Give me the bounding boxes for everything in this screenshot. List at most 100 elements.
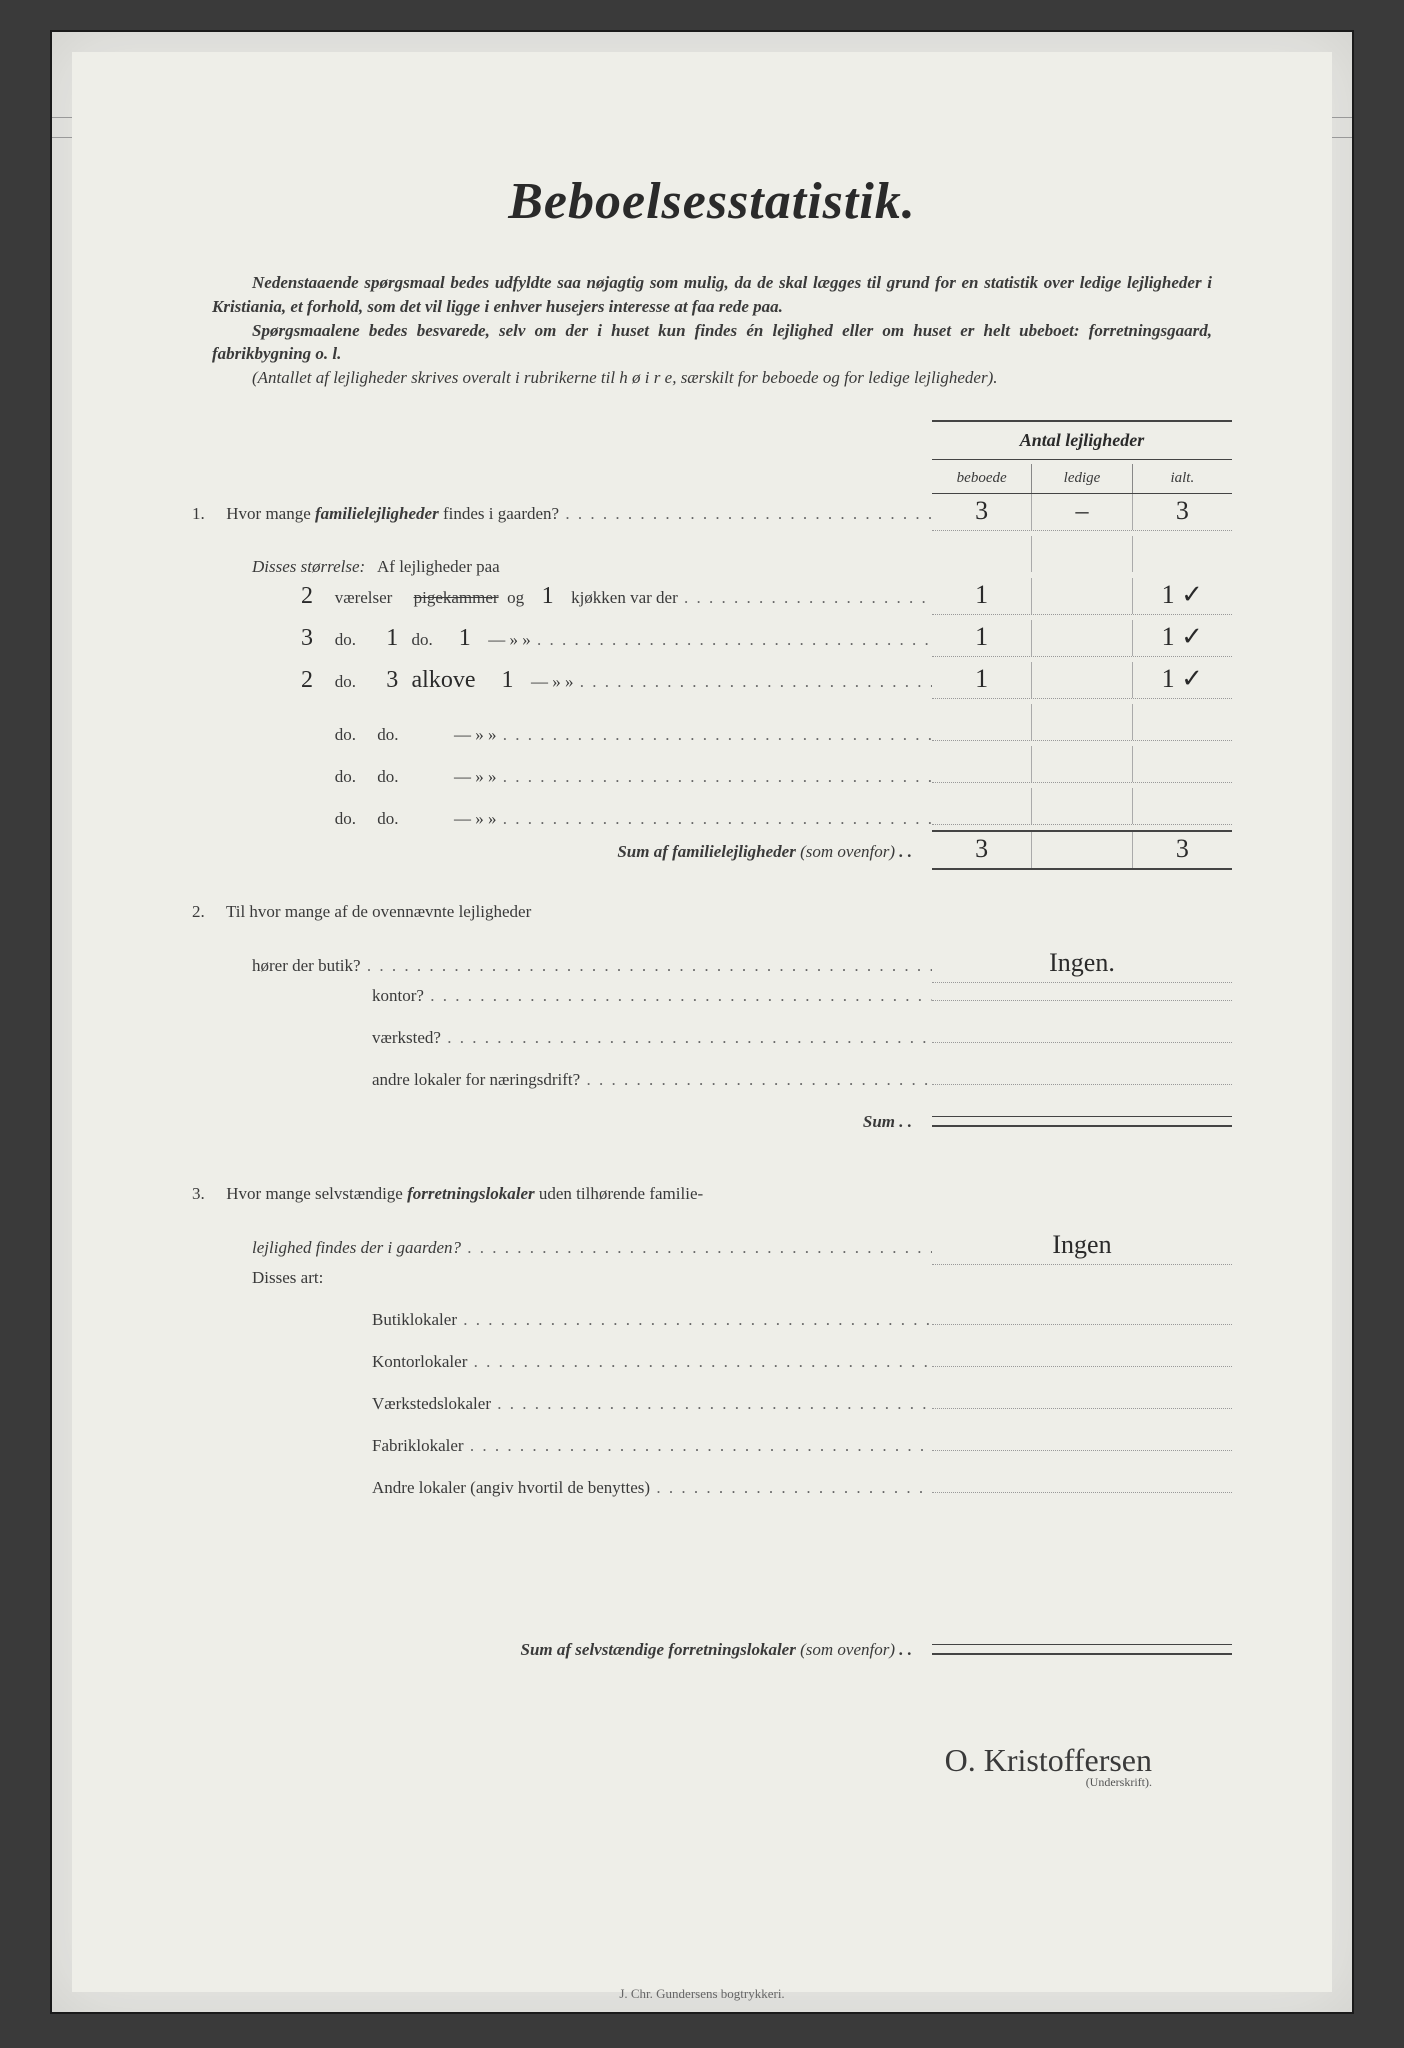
row-beboede: 1 bbox=[932, 662, 1031, 698]
kjokken-label: kjøkken var der bbox=[571, 588, 678, 607]
q2-row-label: værksted? bbox=[372, 1028, 441, 1047]
intro-p1: Nedenstaaende spørgsmaal bedes udfyldte … bbox=[212, 273, 1212, 316]
q3-row-label: Fabriklokaler bbox=[372, 1436, 464, 1455]
q3-row-val bbox=[932, 1484, 1232, 1493]
q2-sum-label: Sum bbox=[863, 1112, 895, 1131]
row-beboede: 1 bbox=[932, 578, 1031, 614]
q3-disses-label: Disses art: bbox=[252, 1268, 323, 1287]
q1-text-b: familielejligheder bbox=[315, 504, 439, 523]
q2-row-label: andre lokaler for næringsdrift? bbox=[372, 1070, 580, 1089]
q1-detail-row: 2 værelser pigekammer og 1 kjøkken var d… bbox=[192, 578, 1232, 620]
document-page: Beboelsesstatistik. Nedenstaaende spørgs… bbox=[72, 52, 1332, 1992]
q3-row-label: Butiklokaler bbox=[372, 1310, 457, 1329]
kjokken-label: — » » bbox=[531, 672, 574, 691]
q1-ialt: 3 bbox=[1132, 494, 1232, 530]
q3-line2: lejlighed findes der i gaarden? Ingen bbox=[192, 1226, 1232, 1268]
printer-line: J. Chr. Gundersens bogtrykkeri. bbox=[52, 1986, 1352, 2002]
q2-row: værksted? bbox=[192, 1028, 1232, 1070]
pigekammer: 3 alkove bbox=[377, 672, 475, 691]
row-ledige bbox=[1031, 662, 1131, 698]
row-beboede bbox=[932, 788, 1031, 824]
vaerelser-label: do. bbox=[335, 809, 356, 828]
q1-detail-row: do. do. — » » bbox=[192, 704, 1232, 746]
q3-row-label: Værkstedslokaler bbox=[372, 1394, 491, 1413]
q3-row-label: Kontorlokaler bbox=[372, 1352, 467, 1371]
q2-row-label: hører der butik? bbox=[252, 956, 361, 975]
row-ledige bbox=[1031, 578, 1131, 614]
q3-row-val bbox=[932, 1316, 1232, 1325]
row-ialt bbox=[1132, 788, 1232, 824]
row-ialt bbox=[1132, 746, 1232, 782]
q3-sum-note: (som ovenfor) bbox=[800, 1640, 895, 1659]
pigekammer: do. bbox=[377, 809, 398, 828]
q1-ledige: – bbox=[1031, 494, 1131, 530]
row-beboede bbox=[932, 746, 1031, 782]
kjokken-label: — » » bbox=[454, 767, 497, 786]
q3-row: Andre lokaler (angiv hvortil de benyttes… bbox=[192, 1478, 1232, 1520]
q2-row-label: kontor? bbox=[372, 986, 424, 1005]
q3-row: Butiklokaler bbox=[192, 1310, 1232, 1352]
q3-num: 3. bbox=[192, 1184, 222, 1204]
q3-text-a: Hvor mange selvstændige bbox=[226, 1184, 407, 1203]
antal-header: Antal lejligheder bbox=[932, 420, 1232, 460]
scan-frame: Beboelsesstatistik. Nedenstaaende spørgs… bbox=[50, 30, 1354, 2014]
q2-sum: Sum . . bbox=[192, 1112, 1232, 1154]
kjokken-count: 1 bbox=[492, 667, 522, 694]
q2-row-val bbox=[932, 1034, 1232, 1043]
row-ledige bbox=[1031, 746, 1131, 782]
q3-val: Ingen bbox=[932, 1226, 1232, 1265]
row-beboede: 1 bbox=[932, 620, 1031, 656]
intro-p2: Spørgsmaalene bedes besvarede, selv om d… bbox=[212, 321, 1212, 364]
kjokken-count: 1 bbox=[533, 583, 563, 610]
q3-row-val bbox=[932, 1358, 1232, 1367]
col-ledige: ledige bbox=[1031, 464, 1131, 493]
q3-row-val bbox=[932, 1400, 1232, 1409]
row-ialt: 1 ✓ bbox=[1132, 662, 1232, 698]
q1-detail-row: 3 do. 1 do. 1 — » » 1 1 ✓ bbox=[192, 620, 1232, 662]
q2-line: 2. Til hvor mange af de ovennævnte lejli… bbox=[192, 902, 1232, 944]
og: og bbox=[507, 588, 524, 607]
q3-text-b: forretningslokaler bbox=[407, 1184, 535, 1203]
signature: O. Kristoffersen bbox=[192, 1742, 1152, 1779]
row-ledige bbox=[1031, 704, 1131, 740]
vaerelser-label: do. bbox=[335, 725, 356, 744]
q2-row: kontor? bbox=[192, 986, 1232, 1028]
pigekammer: do. bbox=[377, 767, 398, 786]
page-title: Beboelsesstatistik. bbox=[192, 172, 1232, 231]
q2-row: hører der butik? Ingen. bbox=[192, 944, 1232, 986]
disses-label: Disses størrelse: bbox=[252, 557, 365, 576]
q1-text-a: Hvor mange bbox=[226, 504, 315, 523]
table-subheader: beboede ledige ialt. bbox=[192, 464, 1232, 494]
q3-row: Værkstedslokaler bbox=[192, 1394, 1232, 1436]
q3-row: Kontorlokaler bbox=[192, 1352, 1232, 1394]
q2-row: andre lokaler for næringsdrift? bbox=[192, 1070, 1232, 1112]
q1-detail-row: 2 do. 3 alkove 1 — » » 1 1 ✓ bbox=[192, 662, 1232, 704]
q3-text-c: uden tilhørende familie- bbox=[535, 1184, 704, 1203]
q3-row-val bbox=[932, 1442, 1232, 1451]
intro-paragraph: Nedenstaaende spørgsmaal bedes udfyldte … bbox=[212, 271, 1212, 390]
q1-sum-l bbox=[1031, 832, 1131, 868]
vaerelser-label: do. bbox=[335, 672, 356, 691]
q2-num: 2. bbox=[192, 902, 222, 922]
q1-sum-line: Sum af familielejligheder (som ovenfor) … bbox=[192, 830, 1232, 872]
table-header: Antal lejligheder bbox=[192, 420, 1232, 460]
q1-sum-b: 3 bbox=[932, 832, 1031, 868]
q1-line: 1. Hvor mange familielejligheder findes … bbox=[192, 494, 1232, 536]
q2-row-val: Ingen. bbox=[932, 944, 1232, 983]
q3-sum: Sum af selvstændige forretningslokaler (… bbox=[192, 1640, 1232, 1682]
intro-p3: (Antallet af lejligheder skrives overalt… bbox=[252, 368, 998, 387]
vaerelser-label: værelser bbox=[335, 588, 393, 607]
row-beboede bbox=[932, 704, 1031, 740]
pigekammer: 1 do. bbox=[377, 630, 433, 649]
pigekammer: do. bbox=[377, 725, 398, 744]
q1-beboede: 3 bbox=[932, 494, 1031, 530]
q3-disses: Disses art: bbox=[192, 1268, 1232, 1310]
col-ialt: ialt. bbox=[1132, 464, 1232, 493]
vaerelser-count: 2 bbox=[292, 667, 322, 694]
vaerelser-label: do. bbox=[335, 767, 356, 786]
q1-sum-label: Sum af familielejligheder bbox=[617, 842, 796, 861]
signature-block: O. Kristoffersen (Underskrift). bbox=[192, 1742, 1232, 1790]
q3-line1: 3. Hvor mange selvstændige forretningslo… bbox=[192, 1184, 1232, 1226]
kjokken-label: — » » bbox=[454, 725, 497, 744]
row-ledige bbox=[1031, 788, 1131, 824]
